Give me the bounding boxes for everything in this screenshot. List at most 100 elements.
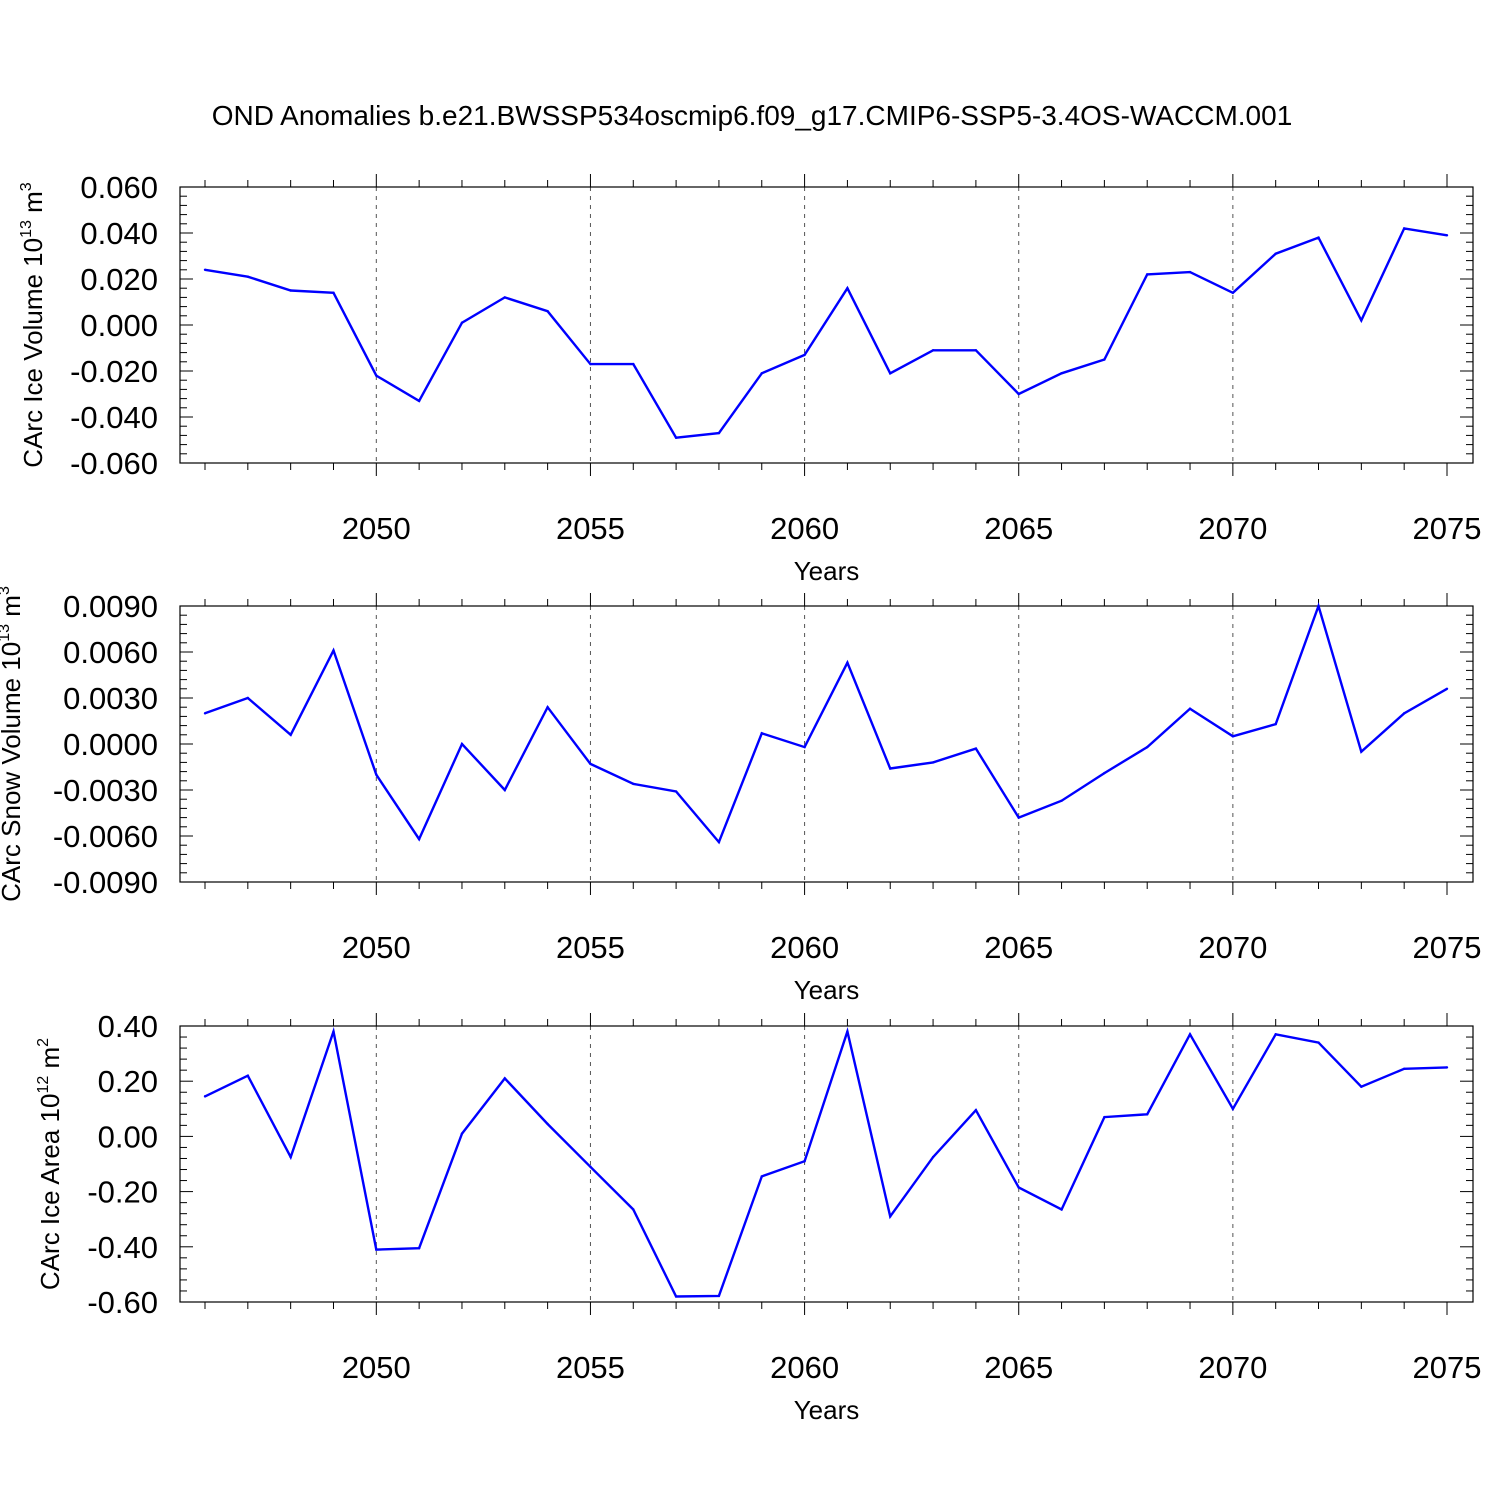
data-point (332, 291, 335, 294)
x-tick-label: 2060 (770, 511, 839, 546)
data-point (717, 1294, 721, 1298)
data-point (1402, 227, 1406, 230)
y-axis-label: CArc Snow Volume 1013 m3 (0, 586, 26, 902)
data-point (1060, 372, 1063, 375)
data-point (1317, 604, 1320, 608)
data-point (1317, 236, 1320, 239)
data-point (674, 1295, 678, 1298)
data-point (1231, 291, 1235, 294)
x-axis-label: Years (794, 975, 860, 1005)
data-point (1103, 358, 1106, 361)
data-point (803, 745, 806, 749)
data-point (546, 1122, 549, 1126)
y-tick-label: 0.0000 (63, 727, 158, 762)
y-tick-label: 0.040 (80, 216, 158, 251)
y-tick-label: -0.060 (70, 446, 158, 481)
data-point (246, 696, 250, 700)
series-line (204, 602, 1448, 845)
data-point (974, 349, 978, 352)
data-point (674, 790, 678, 793)
data-point (375, 773, 378, 776)
panel-1: -0.060 -0.040 -0.020 0.000 0.020 0.040 0.060 20… (18, 170, 1481, 586)
x-tick-label: 2065 (984, 1350, 1053, 1385)
data-point (375, 1248, 378, 1251)
y-axis-label-text: CArc Snow Volume 10 (0, 642, 26, 902)
data-point (760, 1175, 763, 1178)
data-point (1402, 1067, 1406, 1070)
data-point (1188, 1033, 1192, 1036)
data-point (674, 436, 678, 439)
data-point (289, 733, 292, 736)
data-point (889, 1215, 892, 1218)
x-tick-label: 2075 (1413, 930, 1482, 965)
y-axis-label-unit-exponent: 3 (0, 586, 13, 595)
data-point (1103, 1115, 1106, 1119)
y-axis-label-unit-exponent: 3 (18, 182, 35, 191)
y-tick-label: 0.20 (98, 1064, 158, 1099)
data-point (1402, 712, 1406, 715)
data-point (1146, 273, 1149, 276)
x-tick-label: 2055 (556, 930, 625, 965)
data-point (1231, 735, 1235, 738)
data-point (332, 1030, 335, 1033)
x-tick-label: 2070 (1198, 511, 1267, 546)
y-tick-label: -0.20 (87, 1175, 158, 1210)
x-tick-label: 2065 (984, 930, 1053, 965)
data-point (1274, 252, 1277, 255)
y-axis-label-unit: m (0, 595, 26, 624)
y-tick-label: -0.0060 (53, 819, 158, 854)
panels: -0.060-0.040-0.0200.0000.0200.0400.06020… (0, 170, 1481, 1425)
data-point (931, 761, 935, 764)
data-point (889, 767, 892, 770)
x-tick-label: 2075 (1413, 1350, 1482, 1385)
data-point (1060, 1208, 1063, 1211)
data-point (1017, 392, 1020, 396)
data-point (1188, 270, 1192, 274)
data-point (332, 649, 335, 652)
data-point (931, 349, 935, 352)
y-axis-label-unit-exponent: 2 (35, 1038, 52, 1047)
y-axis-label: CArc Ice Area 1012 m2 (35, 1038, 65, 1290)
data-point (803, 1160, 806, 1163)
data-point (246, 275, 250, 278)
data-point (717, 431, 721, 435)
data-point (1445, 1066, 1449, 1069)
y-tick-label: 0.020 (80, 262, 158, 297)
y-tick-label: 0.060 (80, 170, 158, 205)
data-point (589, 362, 592, 366)
y-axis-label: CArc Ice Volume 1013 m3 (18, 182, 48, 467)
data-point (1146, 1113, 1149, 1116)
data-point (1445, 234, 1449, 237)
y-tick-label: 0.00 (98, 1119, 158, 1154)
data-point (503, 296, 506, 299)
y-tick-label: 0.40 (98, 1009, 158, 1044)
data-point (1360, 1085, 1363, 1088)
data-point (1060, 799, 1063, 802)
x-tick-label: 2065 (984, 511, 1053, 546)
y-tick-label: 0.0060 (63, 635, 158, 670)
y-axis-label-text: CArc Ice Area 10 (35, 1094, 65, 1291)
data-point (1274, 1033, 1277, 1036)
x-tick-label: 2050 (342, 930, 411, 965)
panel-2: -0.0090 -0.0060 -0.0030 0.0000 0.0030 0.0060 0… (0, 586, 1481, 1005)
data-point (717, 840, 721, 844)
data-point (846, 661, 849, 664)
y-tick-label: -0.040 (70, 400, 158, 435)
data-point (375, 374, 378, 377)
data-point (931, 1155, 935, 1159)
data-point (546, 706, 549, 709)
data-point (1146, 745, 1149, 749)
data-point (846, 1030, 849, 1033)
data-point (460, 742, 464, 746)
x-tick-label: 2075 (1413, 511, 1482, 546)
data-point (417, 837, 421, 841)
data-point (889, 372, 892, 375)
data-point (632, 1208, 635, 1211)
x-tick-label: 2055 (556, 511, 625, 546)
data-point (589, 762, 592, 766)
series-line (204, 1026, 1448, 1298)
data-point (503, 1077, 506, 1080)
plot-frame (179, 1025, 1474, 1303)
data-point (760, 732, 763, 735)
